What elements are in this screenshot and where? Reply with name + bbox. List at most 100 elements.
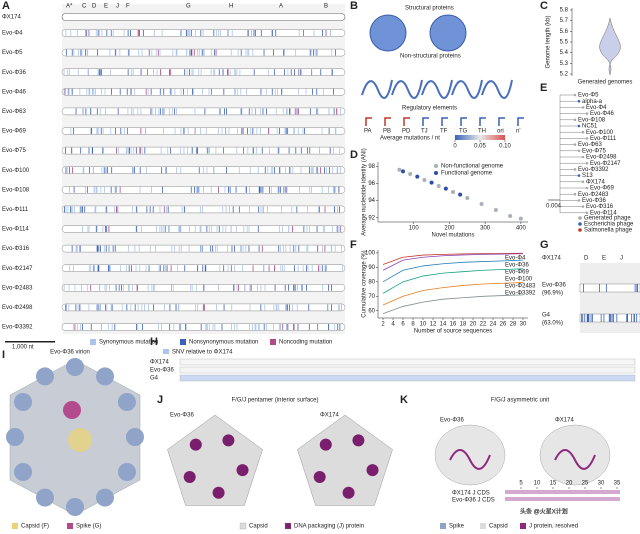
- leaf-label: Evo-Φ316: [586, 204, 614, 210]
- genome-track: [61, 244, 346, 253]
- genome-track: [579, 283, 640, 293]
- x-tick-label: 24: [490, 322, 497, 328]
- sequence-track: [179, 358, 636, 366]
- panel-letter: H: [150, 336, 158, 348]
- j-protein: [183, 470, 196, 483]
- gene-label: G: [186, 4, 191, 10]
- element-icon: [422, 117, 429, 126]
- element-label: ori: [497, 129, 504, 135]
- genome-label: Evo-Φ2483: [2, 285, 33, 291]
- x-tick-label: 100: [409, 226, 420, 232]
- element-label: PD: [402, 129, 411, 135]
- tree-tip: [581, 106, 585, 109]
- element-label: PB: [383, 129, 391, 135]
- scatter-point: [493, 208, 498, 212]
- tree-tip: [585, 112, 589, 115]
- element-icon: [517, 117, 524, 126]
- legend-label: Noncoding mutation: [279, 340, 332, 346]
- legend-label: Evo-Φ3392: [505, 291, 536, 297]
- leaf-label: Evo-Φ100: [586, 130, 614, 136]
- sequence-track: [179, 366, 636, 374]
- genome-track: [61, 88, 346, 96]
- scatter-point: [429, 180, 434, 185]
- structure-label: ΦX174: [555, 418, 574, 424]
- tree-tip: [585, 211, 589, 215]
- leaf-label: Evo-Φ3392: [578, 167, 609, 173]
- j-protein: [189, 438, 202, 451]
- cds-label: ΦX174 J CDS: [452, 491, 490, 497]
- legend-label: Nonsynonymous mutation: [189, 340, 258, 346]
- leaf-label: Evo-Φ2498: [586, 155, 617, 161]
- protein-ribbon: [451, 79, 483, 99]
- x-tick-label: 28: [510, 322, 517, 328]
- colorbar-tick-label: 0: [453, 144, 457, 150]
- y-tick-label: 92: [368, 215, 375, 221]
- protein-ribbon: [361, 79, 393, 99]
- watermark: 头条 @火星X计划: [520, 508, 568, 516]
- tree-tip: [573, 93, 577, 97]
- coverage-line: [382, 282, 524, 306]
- axis: [377, 250, 528, 319]
- scatter-point: [465, 196, 470, 200]
- x-tick-label: 20: [566, 481, 573, 487]
- legend-swatch: [480, 523, 486, 529]
- gene-label: C: [82, 4, 87, 10]
- element-icon: [441, 117, 448, 126]
- genome-track: [61, 107, 346, 116]
- y-tick-label: 90: [368, 265, 375, 271]
- tree-tip: [573, 118, 577, 122]
- reference-track: [61, 13, 346, 21]
- gene-label: J: [116, 4, 119, 10]
- j-protein: [212, 486, 225, 499]
- cds-track: [505, 490, 620, 494]
- y-tick-label: 80: [368, 279, 375, 285]
- element-icon: [460, 117, 467, 126]
- y-axis-title: Average nucleotide identity (ANI): [362, 148, 368, 236]
- section-header: Regulatory elements: [402, 106, 457, 112]
- genome-label: Evo-Φ69: [2, 129, 26, 135]
- legend-swatch: [180, 339, 186, 345]
- tree-tip: [585, 186, 589, 190]
- scatter-point: [408, 172, 413, 176]
- scatter-point: [508, 214, 513, 218]
- genome-label: Evo-Φ63: [2, 109, 26, 115]
- scale-label: 0.004: [546, 204, 562, 210]
- sequence-label: Evo-Φ36: [150, 368, 174, 374]
- colorbar-tick-label: 0.05: [474, 144, 486, 150]
- legend-label: Escherichia phage: [584, 222, 634, 228]
- cds-track: [505, 497, 620, 501]
- panel-letter: A: [2, 0, 10, 12]
- scatter-point: [397, 167, 402, 172]
- tree-tip: [585, 161, 589, 165]
- leaf-label: alpha-a: [582, 99, 603, 105]
- scatter-point: [422, 178, 427, 182]
- genome-label: Evo-Φ36: [542, 283, 566, 289]
- spike: [14, 393, 33, 411]
- genome-track: [61, 29, 346, 37]
- spike: [36, 367, 54, 386]
- x-tick-label: 4: [391, 322, 395, 328]
- leaf-label: Evo-Φ2147: [590, 161, 621, 167]
- element-label: TJ: [421, 129, 428, 135]
- tree-tip: [573, 168, 577, 171]
- y-tick-label: 5.5: [560, 40, 569, 46]
- legend-label: Capsid: [249, 524, 268, 530]
- section-header: Structural proteins: [405, 6, 454, 12]
- scatter-point: [458, 192, 463, 197]
- genome-label: ΦX174: [2, 15, 21, 21]
- spike: [14, 463, 33, 481]
- x-tick-label: 400: [516, 226, 527, 232]
- x-tick-label: 14: [440, 322, 447, 328]
- axis: [377, 162, 528, 223]
- scatter-point: [479, 202, 484, 206]
- tree-tip: [577, 149, 581, 153]
- leaf-label: S13: [582, 173, 593, 179]
- genome-label: Evo-Φ100: [2, 168, 30, 174]
- legend-label: Spike: [449, 524, 465, 530]
- gene-label: A*: [66, 4, 73, 10]
- gene-label: F: [126, 4, 130, 10]
- legend-marker: [578, 228, 582, 232]
- genome-track: [61, 264, 346, 272]
- genome-label: Evo-Φ46: [2, 89, 26, 95]
- leaf-label: ΦX174: [586, 179, 605, 185]
